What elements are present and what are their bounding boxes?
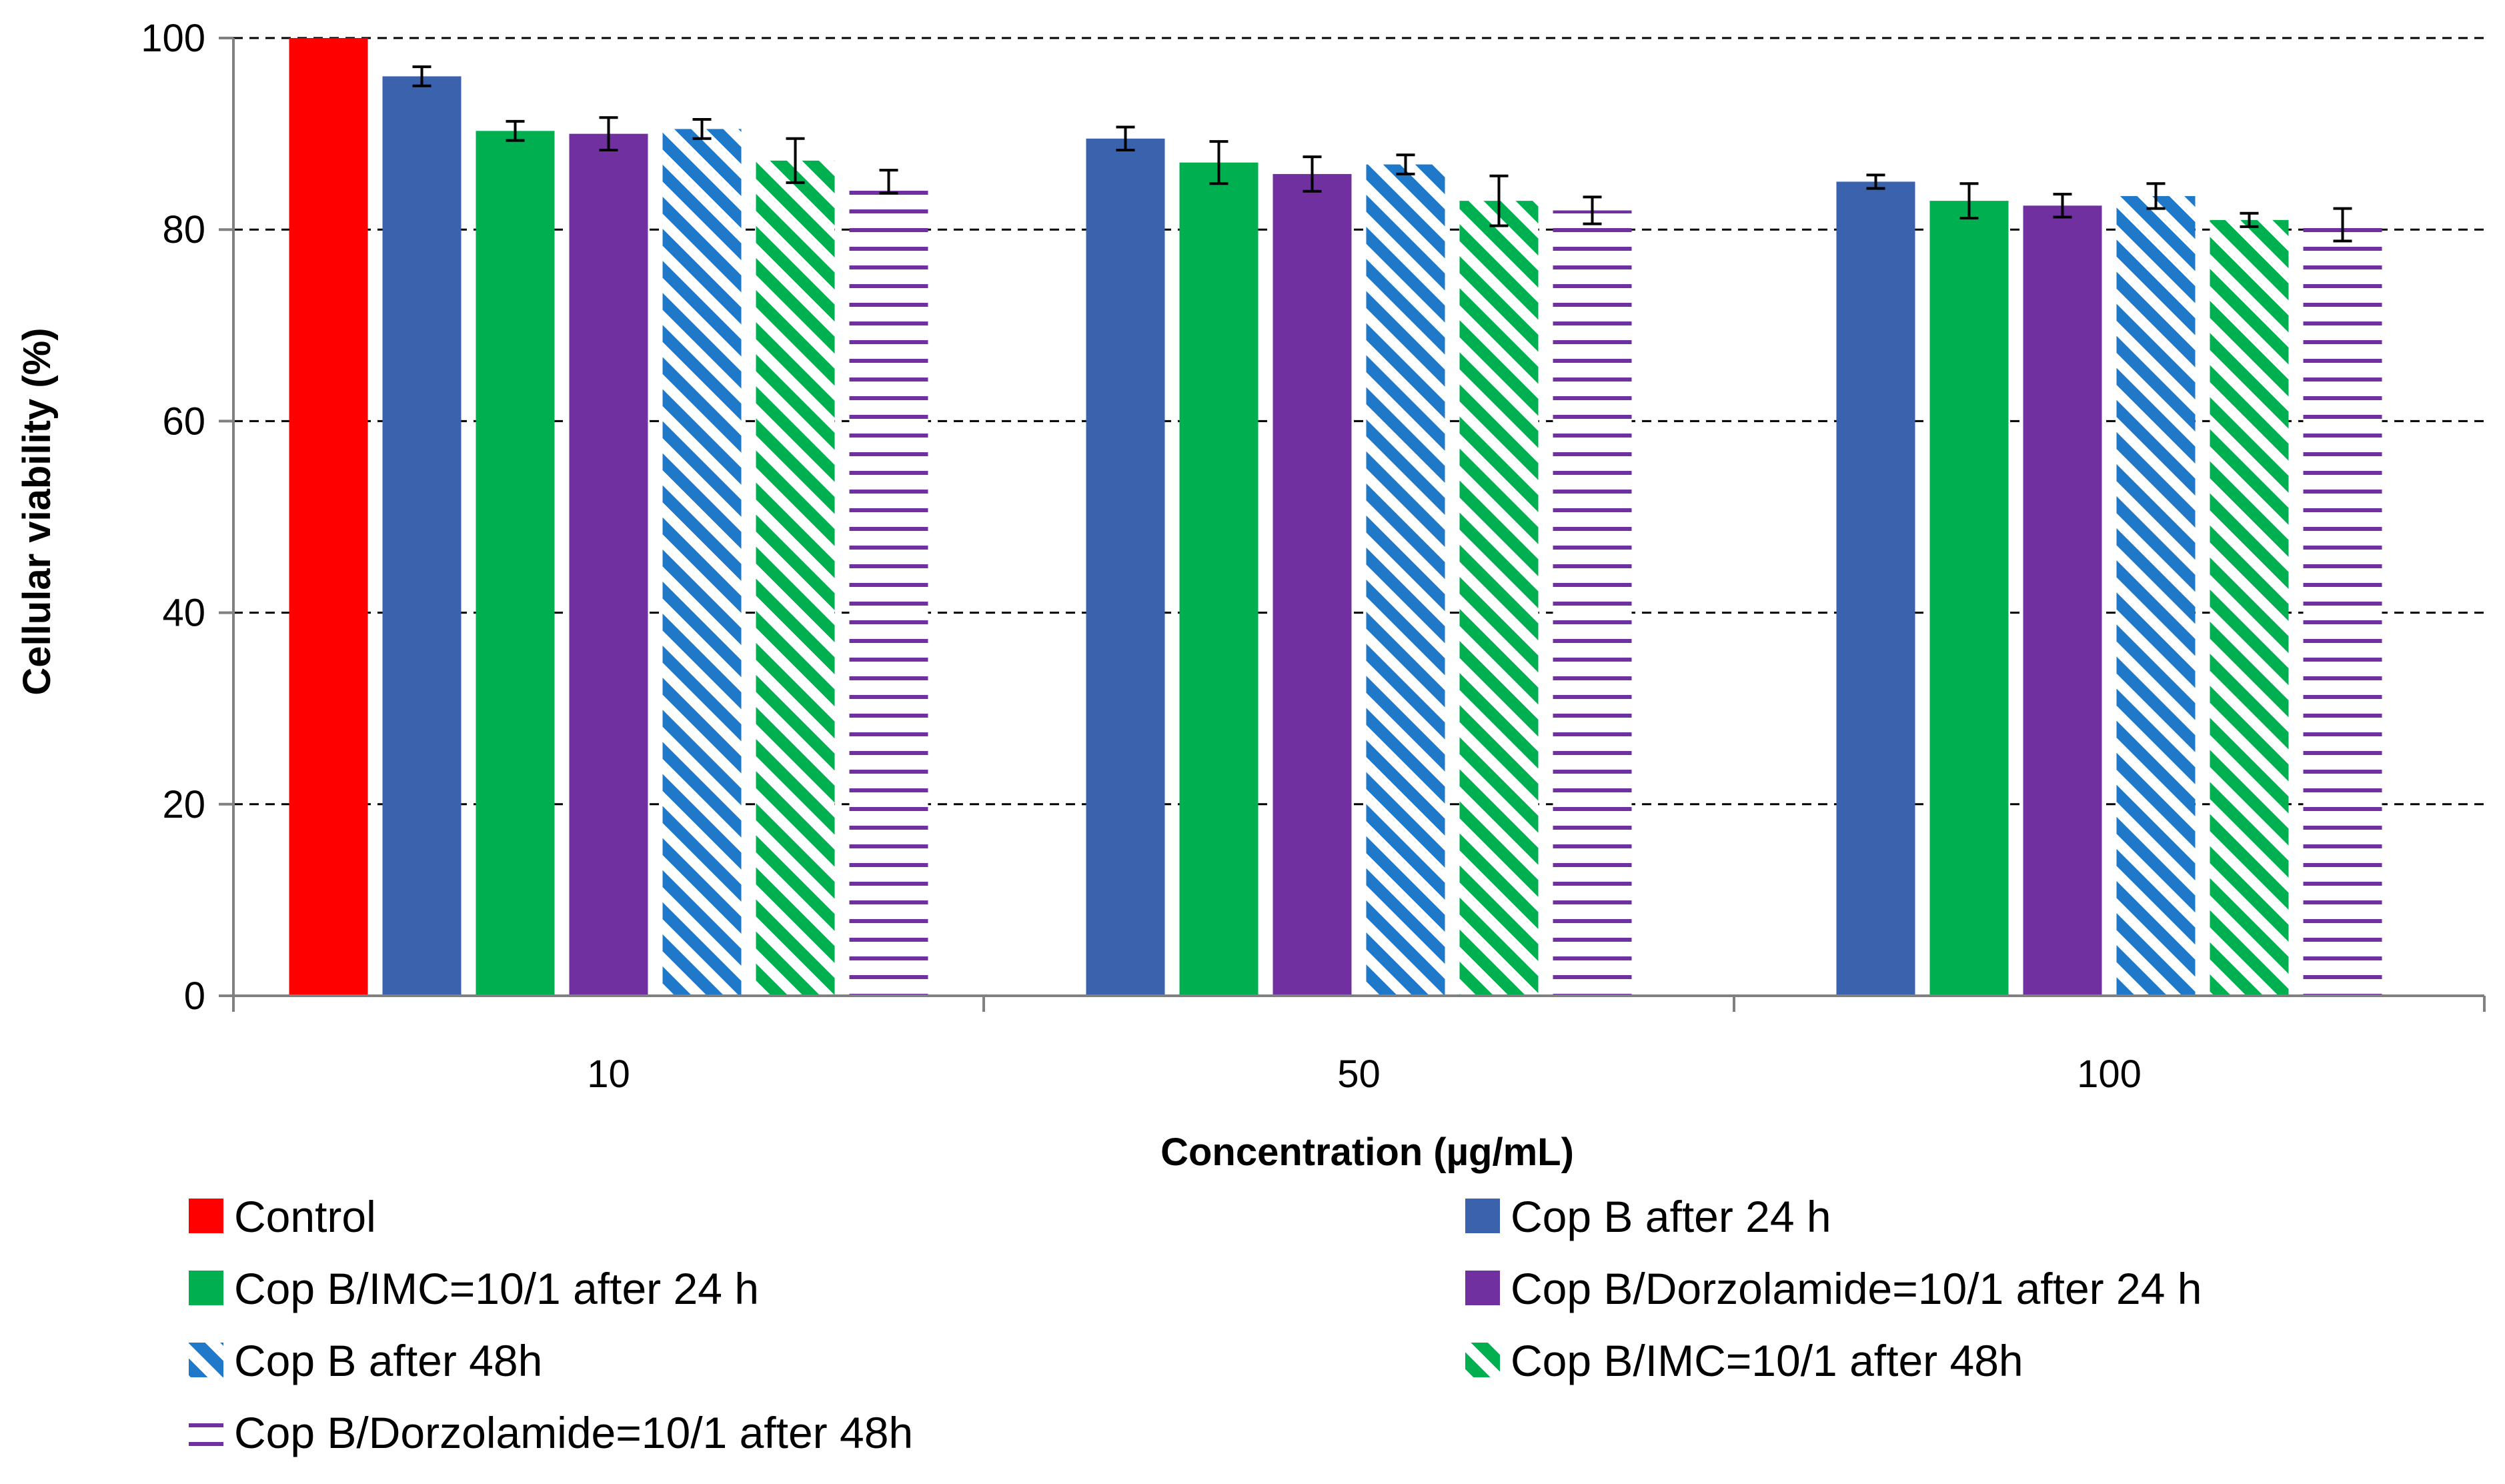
error-bars [412, 65, 2352, 243]
bar [1459, 201, 1539, 996]
bar [569, 133, 648, 996]
bar [1086, 138, 1165, 996]
legend-swatch [1465, 1343, 1500, 1377]
legend-label: Cop B/IMC=10/1 after 48h [1511, 1336, 2023, 1385]
y-tick-label: 0 [184, 974, 205, 1018]
bar [2210, 219, 2289, 996]
y-tick-label: 60 [162, 400, 205, 443]
legend: Control Cop B after 24 h Cop B/IMC=10/1 af… [189, 1192, 2202, 1457]
bar [1179, 162, 1259, 996]
y-tick-label: 20 [162, 783, 205, 826]
bar [2023, 205, 2102, 996]
legend-swatch [189, 1343, 223, 1377]
bar [476, 131, 555, 996]
bar [1929, 201, 2009, 996]
x-tick-label: 10 [587, 1052, 630, 1096]
y-axis-title: Cellular viability (%) [15, 327, 59, 695]
legend-label: Cop B after 48h [234, 1336, 542, 1385]
x-axis-title: Concentration (µg/mL) [1160, 1131, 1574, 1174]
legend-label: Cop B after 24 h [1511, 1192, 1831, 1241]
bars [289, 38, 2382, 996]
bar [662, 129, 742, 996]
legend-swatch [1465, 1199, 1500, 1233]
legend-swatch [189, 1271, 223, 1305]
legend-swatch [189, 1415, 223, 1449]
legend-swatch [189, 1199, 223, 1233]
axes: 0 20 40 60 80 100 10 50 100 [141, 17, 2486, 1096]
y-tick-label: 40 [162, 592, 205, 635]
x-tick-label: 100 [2077, 1052, 2142, 1096]
y-tick-label: 80 [162, 208, 205, 251]
bar [756, 160, 835, 996]
legend-swatch [1465, 1271, 1500, 1305]
legend-label: Control [234, 1192, 376, 1241]
legend-label: Cop B/IMC=10/1 after 24 h [234, 1264, 759, 1313]
bar [849, 181, 928, 996]
bar [382, 76, 462, 996]
legend-label: Cop B/Dorzolamide=10/1 after 48h [234, 1408, 913, 1457]
legend-label: Cop B/Dorzolamide=10/1 after 24 h [1511, 1264, 2202, 1313]
bar [289, 38, 368, 996]
bar [1836, 181, 1915, 996]
bar [2303, 225, 2382, 996]
bar [1366, 164, 1445, 996]
bar [2116, 195, 2196, 996]
bar [1273, 173, 1352, 996]
x-tick-label: 50 [1337, 1052, 1381, 1096]
bar [1553, 210, 1632, 996]
y-tick-label: 100 [141, 17, 205, 60]
